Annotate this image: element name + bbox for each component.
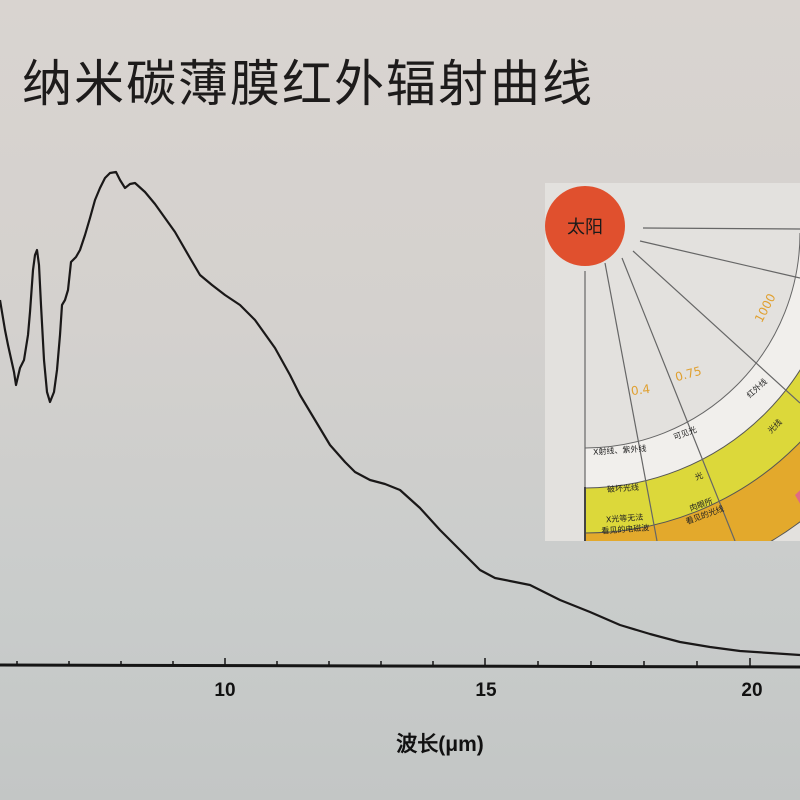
label-destructive-light: 破坏光线 <box>606 482 640 495</box>
x-tick-20: 20 <box>741 680 763 701</box>
white-band <box>585 233 800 488</box>
x-axis-minor-ticks <box>16 658 751 667</box>
x-tick-10: 10 <box>214 680 236 701</box>
label-invisible-em: X光等无法 看见的电磁波 <box>601 512 650 536</box>
chart-title: 纳米碳薄膜红外辐射曲线 <box>22 55 594 113</box>
spectrum-inset: 太阳 0.4 0.75 1000 X射线、紫外线 可见光 红外线 破坏光线 光 … <box>545 183 800 541</box>
sun-label: 太阳 <box>567 217 603 238</box>
x-axis-line <box>0 663 800 669</box>
ir-radiation-curve <box>0 170 800 657</box>
yellow-band <box>585 370 800 533</box>
sun-circle: 太阳 <box>545 186 625 266</box>
sun-rays <box>584 227 800 541</box>
x-tick-15: 15 <box>475 680 497 701</box>
pink-band <box>795 490 800 504</box>
mark-0-4: 0.4 <box>630 381 651 399</box>
x-axis-label: 波长(μm) <box>396 733 484 756</box>
spectrum-diagram <box>584 227 800 541</box>
orange-band <box>585 442 800 541</box>
